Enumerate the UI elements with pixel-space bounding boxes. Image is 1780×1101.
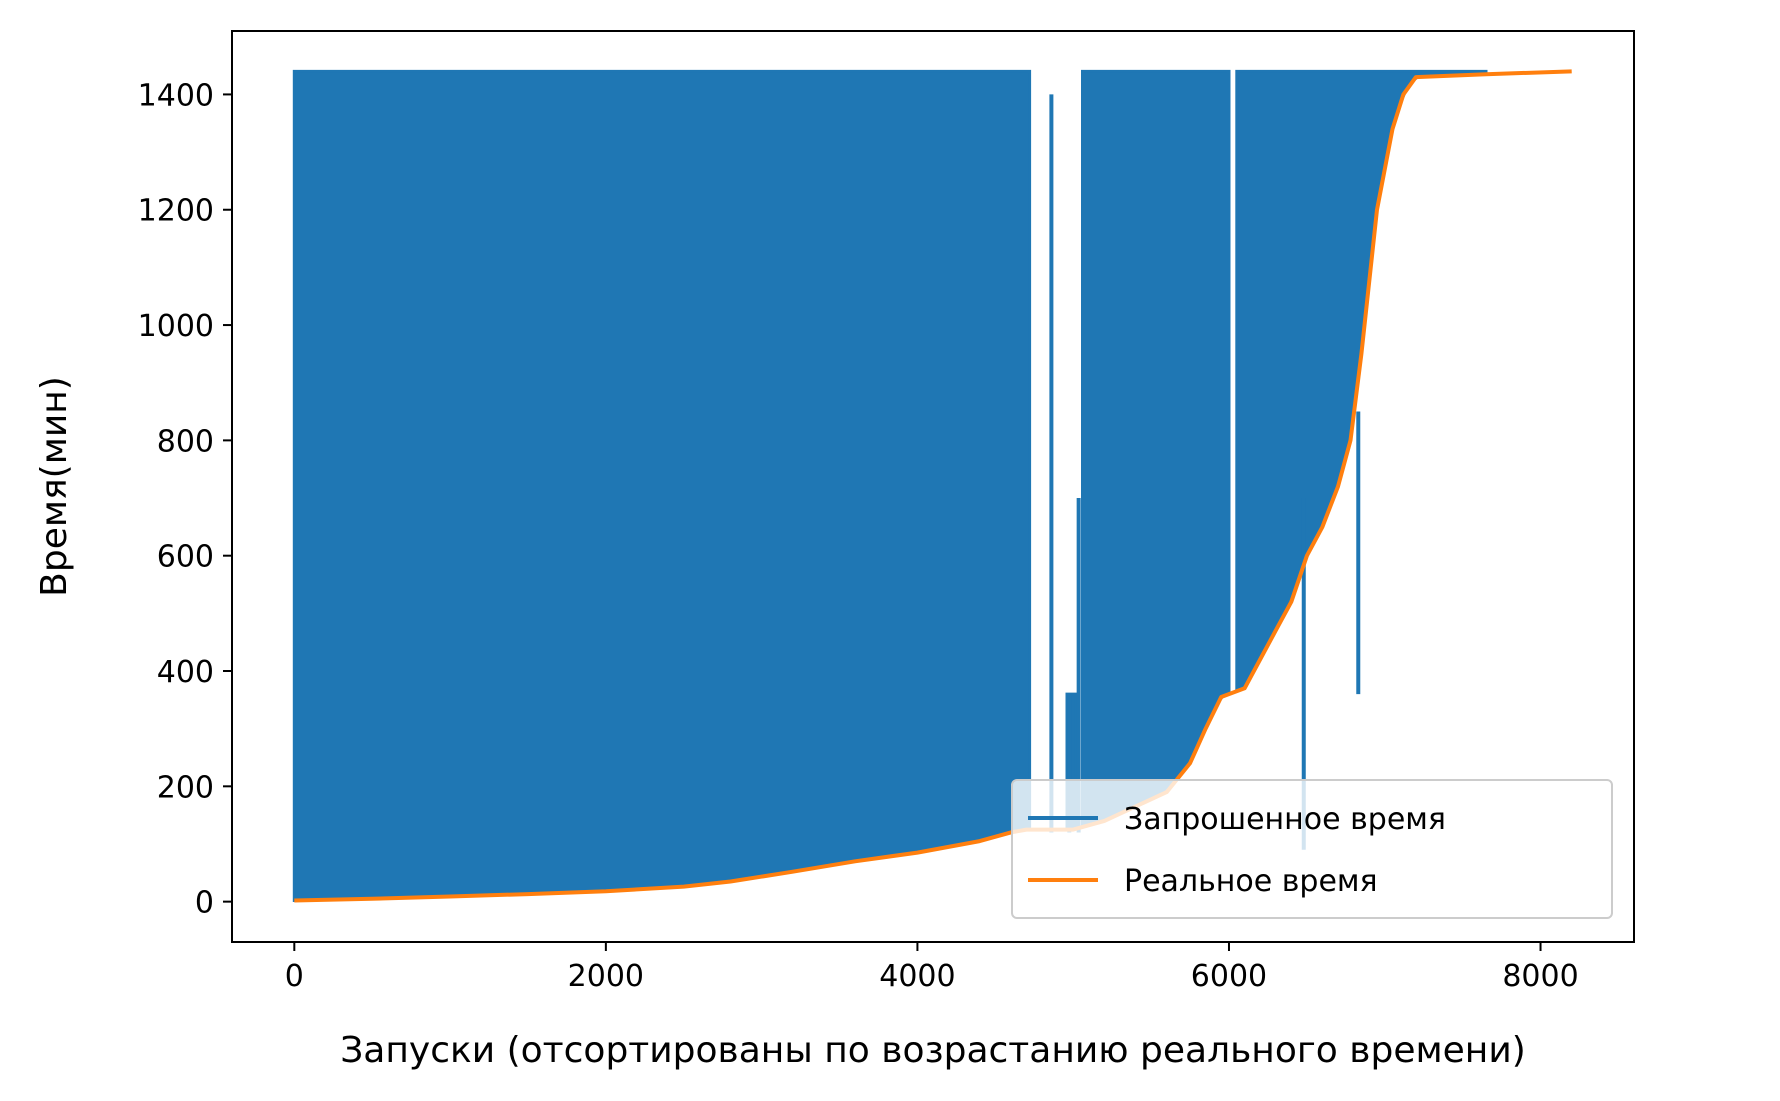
axes: 0 2000 4000 6000 8000 0 200 400 600 800 1000 1200 14… — [34, 30, 1635, 1071]
x-tick-label-0: 0 — [285, 959, 304, 994]
requested-band-3 — [1235, 69, 1488, 694]
requested-band-0 — [292, 69, 1032, 903]
actual-time-line — [294, 69, 1572, 903]
plot-area — [292, 69, 1572, 903]
requested-band-2 — [1081, 69, 1231, 829]
y-tick-label-800: 800 — [157, 424, 214, 459]
axes-frame — [231, 30, 1635, 943]
y-tick-label-400: 400 — [157, 655, 214, 690]
y-tick-label-1400: 1400 — [138, 78, 214, 113]
x-tick-label-8000: 8000 — [1502, 959, 1578, 994]
legend-box — [1011, 779, 1613, 919]
legend-label-1: Реальное время — [1124, 864, 1378, 899]
x-axis-title: Запуски (отсортированы по возрастанию ре… — [340, 1030, 1526, 1071]
legend: Запрошенное время Реальное время — [1011, 779, 1613, 919]
x-tick-label-6000: 6000 — [1191, 959, 1267, 994]
y-tick-label-600: 600 — [157, 540, 214, 575]
legend-label-0: Запрошенное время — [1124, 802, 1446, 837]
x-tick-label-2000: 2000 — [568, 959, 644, 994]
y-tick-label-0: 0 — [195, 886, 214, 921]
y-tick-label-1200: 1200 — [138, 194, 214, 229]
y-tick-label-1000: 1000 — [138, 309, 214, 344]
x-tick-label-4000: 4000 — [879, 959, 955, 994]
y-tick-label-200: 200 — [157, 770, 214, 805]
y-axis-title: Время(мин) — [34, 376, 75, 597]
